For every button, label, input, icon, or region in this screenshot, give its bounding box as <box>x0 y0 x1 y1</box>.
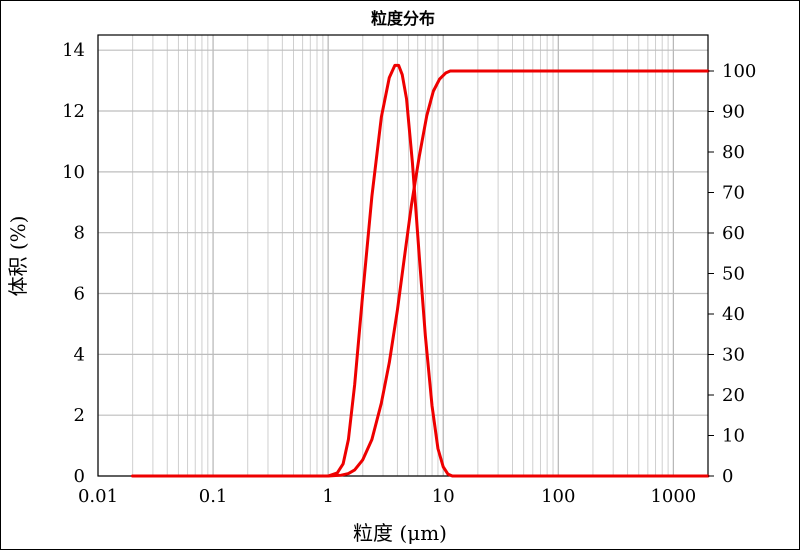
y-left-tick-label: 2 <box>74 405 85 426</box>
y-left-tick-label: 0 <box>74 466 85 487</box>
y-right-tick-label: 40 <box>722 304 745 325</box>
series-layer <box>131 63 710 478</box>
y-right-tick-label: 50 <box>722 264 745 285</box>
tick-labels: 0.01 0.1 1 10 100 1000 0 2 4 6 8 10 12 14 0 10 20 30 40 50 6… <box>62 40 756 507</box>
y-right-tick-label: 60 <box>722 223 745 244</box>
x-tick-label: 1 <box>322 486 333 507</box>
x-tick-label: 100 <box>541 486 575 507</box>
plot-area-border <box>97 34 709 477</box>
y-right-tick-label: 0 <box>722 466 733 487</box>
x-tick-label: 0.01 <box>78 486 118 507</box>
y-right-tick-label: 100 <box>722 61 756 82</box>
chart-title: 粒度分布 <box>371 9 435 28</box>
x-tick-label: 10 <box>432 486 455 507</box>
frequency-series-line <box>131 63 710 478</box>
y-left-tick-label: 6 <box>74 284 85 305</box>
y-left-tick-label: 12 <box>62 101 85 122</box>
y-right-tick-label: 90 <box>722 102 745 123</box>
y-left-tick-label: 14 <box>62 40 85 61</box>
y-right-tick-label: 10 <box>722 426 745 447</box>
y-right-tick-label: 30 <box>722 345 745 366</box>
y-right-tick-label: 70 <box>722 183 745 204</box>
y-right-tick-label: 20 <box>722 385 745 406</box>
x-axis-label: 粒度 (μm) <box>353 521 447 545</box>
y-axis-label-left: 体积 (%) <box>6 216 30 297</box>
x-tick-label: 0.1 <box>199 486 228 507</box>
grid-lines <box>97 35 709 477</box>
cumulative-series-line <box>131 69 710 478</box>
x-tick-label: 1000 <box>650 486 696 507</box>
y-left-tick-label: 4 <box>74 344 85 365</box>
y-left-tick-label: 10 <box>62 162 85 183</box>
y-right-tick-label: 80 <box>722 142 745 163</box>
y-left-tick-label: 8 <box>74 223 85 244</box>
